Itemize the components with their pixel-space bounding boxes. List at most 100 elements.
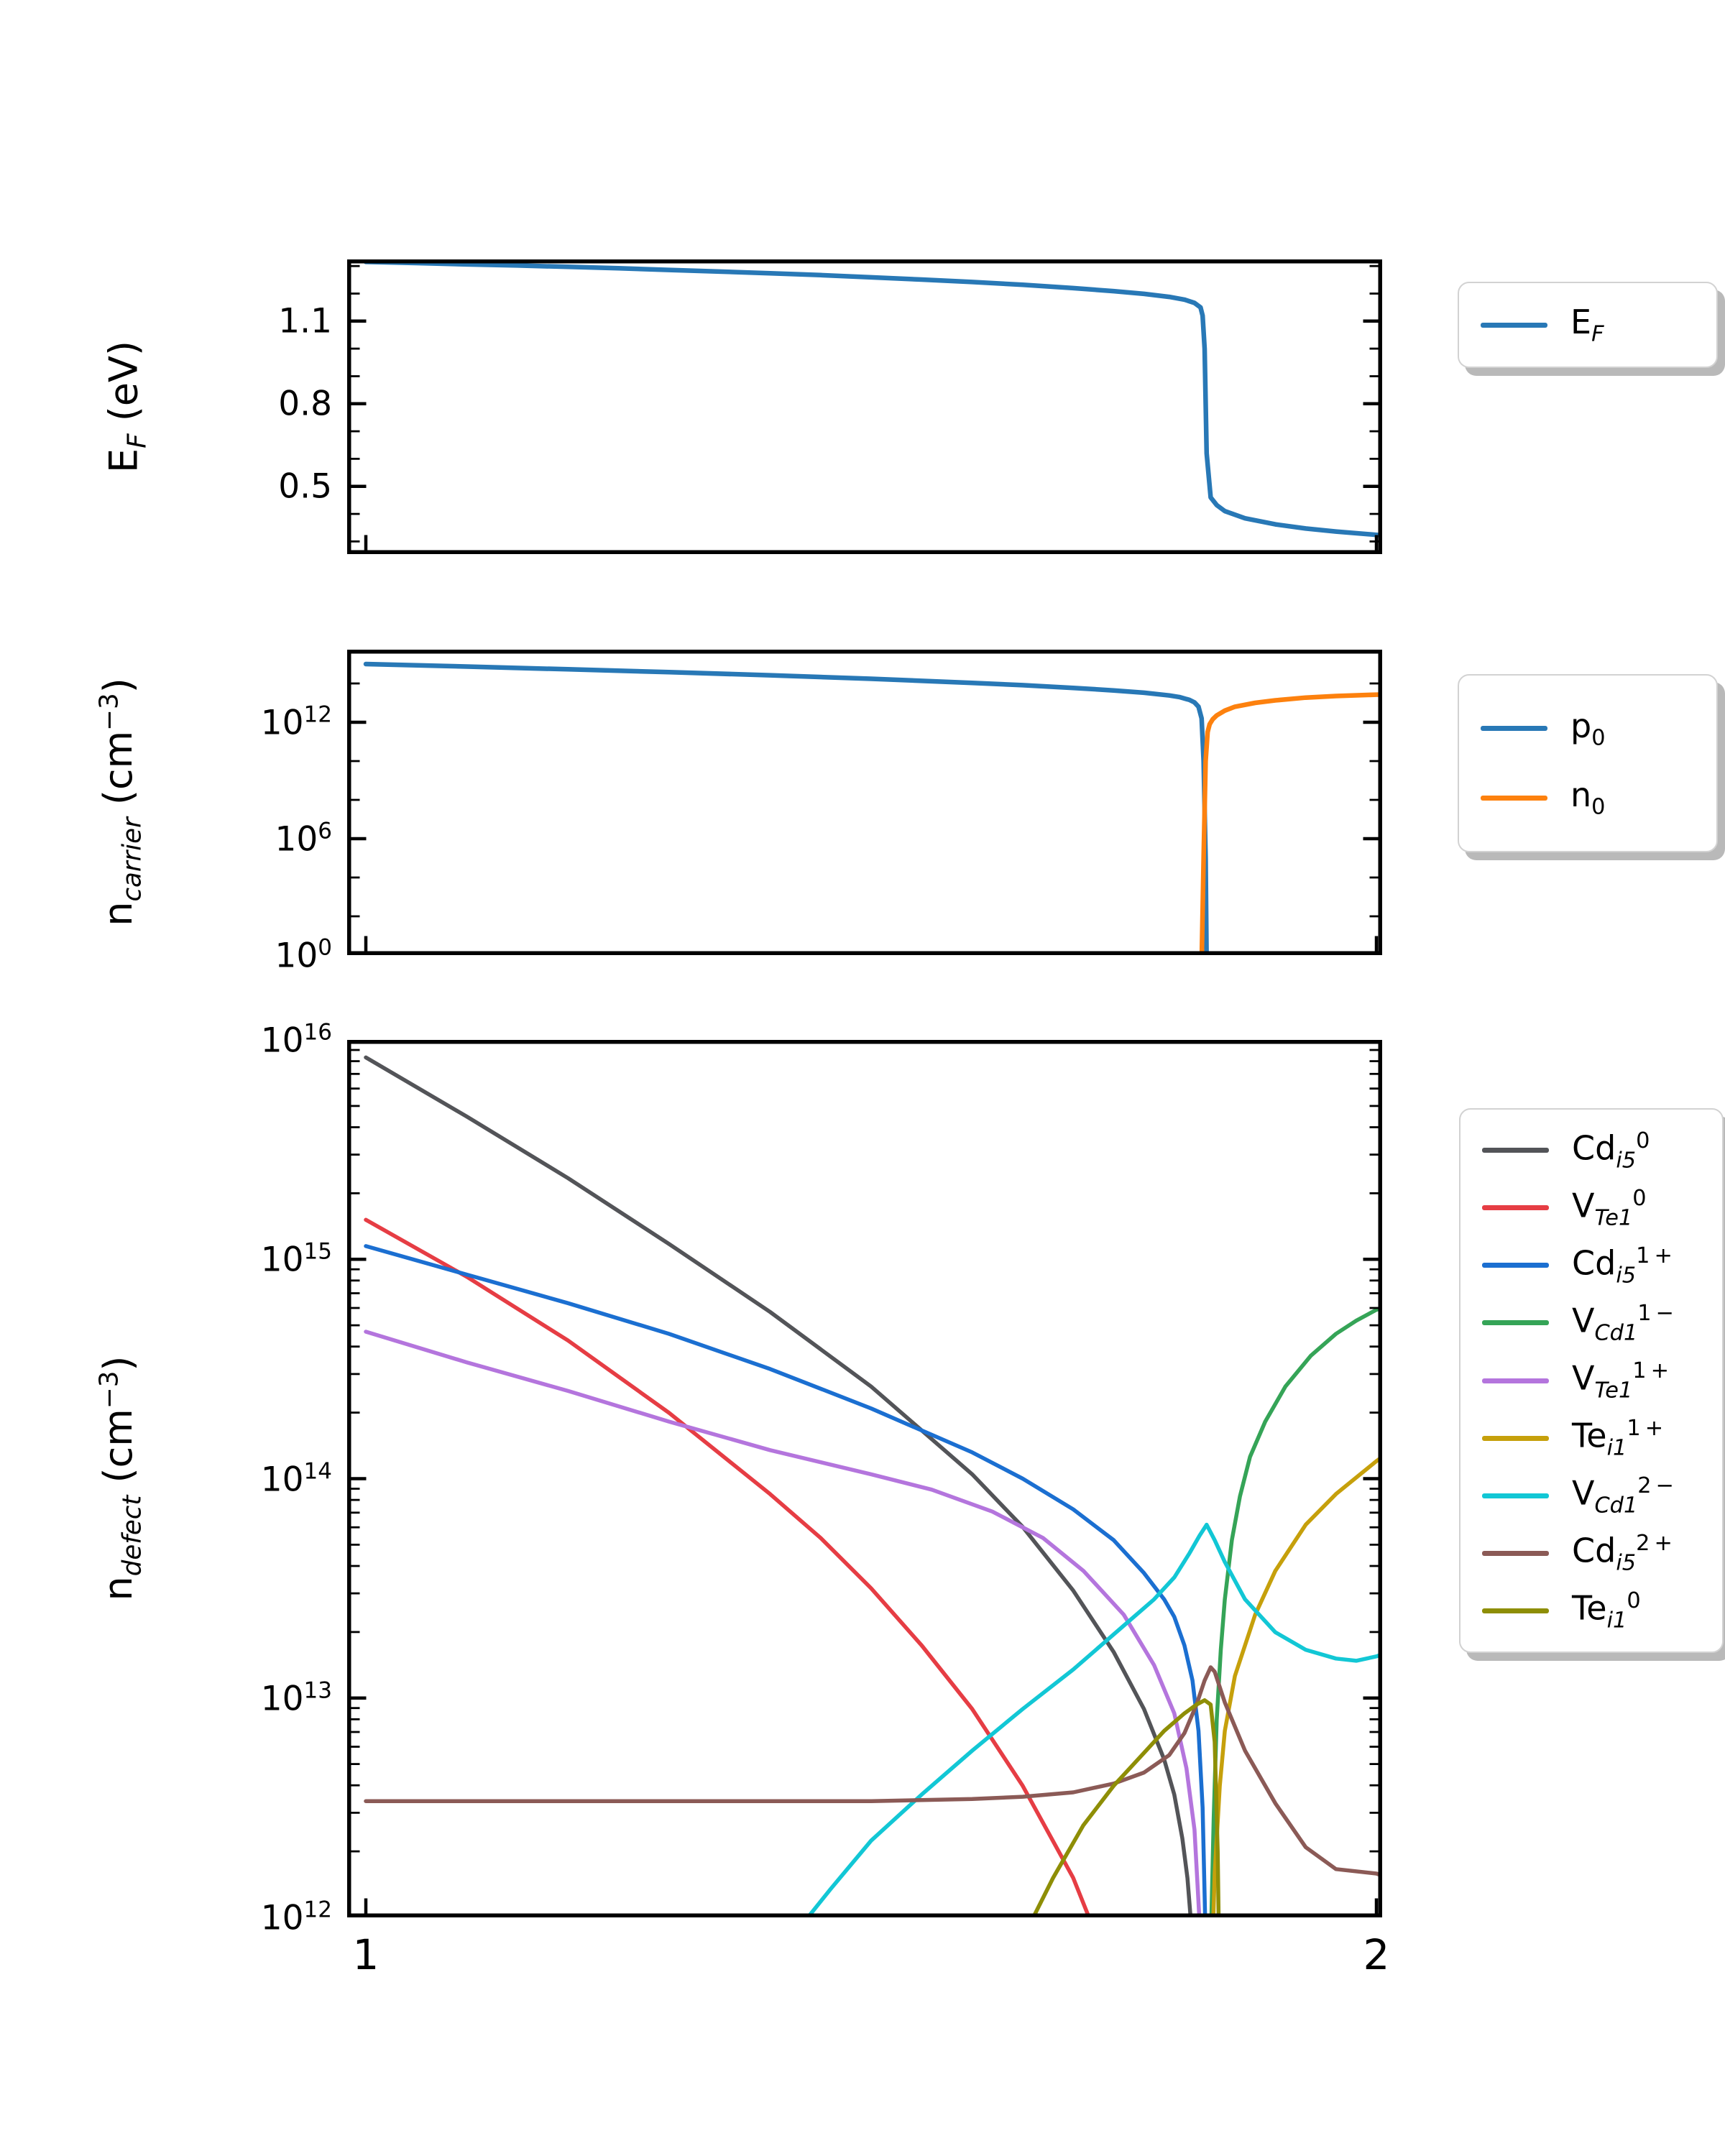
label-segment: 1 + [1632, 1358, 1670, 1383]
y-tick-label: 0.8 [278, 384, 332, 424]
series-Te_i1^0 [1031, 1698, 1221, 1915]
label-segment: F [122, 433, 152, 448]
series-Cd_i5^1+ [364, 1244, 1208, 1915]
label-segment: 14 [303, 1457, 332, 1484]
label-segment: V [1572, 1186, 1595, 1225]
label-segment: (cm [96, 1409, 142, 1496]
legend-label: Tei11 + [1572, 1416, 1663, 1460]
label-segment: (cm [96, 730, 142, 818]
y-tick-label: 1015 [261, 1239, 332, 1280]
legend-line-swatch [1482, 1263, 1549, 1268]
label-segment: V [1572, 1358, 1595, 1398]
legend-line-swatch [1482, 1550, 1549, 1556]
label-segment: Te1 [1594, 1378, 1633, 1404]
label-segment: 15 [303, 1238, 332, 1265]
legend-line-swatch [1482, 1435, 1549, 1441]
label-segment: 0 [1591, 725, 1606, 751]
fermi-legend: EF [1458, 282, 1718, 368]
defect-concentration-chart [347, 1040, 1382, 1917]
y-tick-label: 100 [275, 934, 332, 975]
label-segment: 10 [275, 819, 318, 860]
y-tick-label: 1012 [261, 1897, 332, 1938]
label-segment: 2 + [1636, 1530, 1673, 1556]
y-tick-label: 0.5 [278, 466, 332, 507]
label-segment: 16 [303, 1019, 332, 1046]
label-segment: V [1572, 1301, 1595, 1340]
label-segment: 1 − [1637, 1300, 1675, 1326]
label-segment: Te [1572, 1416, 1607, 1455]
label-segment: 2 − [1637, 1473, 1675, 1498]
label-segment: ) [96, 678, 142, 694]
x-tick-label: 2 [1363, 1930, 1390, 1979]
label-segment: 10 [260, 1679, 304, 1719]
legend-line-swatch [1481, 795, 1547, 801]
series-V_Cd1^2- [806, 1522, 1380, 1915]
label-segment: Te [1572, 1588, 1607, 1628]
y-tick-label: 1016 [261, 1019, 332, 1060]
legend-label: VTe11 + [1572, 1358, 1669, 1403]
label-segment: Te1 [1594, 1205, 1633, 1231]
series-V_Te1^0 [364, 1217, 1090, 1915]
legend-entry-V_Cd1^2-: VCd12 − [1460, 1473, 1722, 1518]
y-tick-label: 106 [275, 818, 332, 859]
defect-y-axis-label: ndefect (cm−3) [94, 1356, 147, 1601]
label-segment: 10 [260, 1240, 304, 1280]
label-segment: E [101, 448, 147, 474]
carrier-y-axis-label: ncarrier (cm−3) [94, 678, 147, 926]
legend-label: EF [1570, 303, 1604, 347]
label-segment: 0 [318, 934, 332, 961]
legend-label: VCd12 − [1572, 1473, 1674, 1518]
legend-entry-Te_i1^0: Tei10 [1460, 1588, 1722, 1633]
label-segment: carrier [117, 817, 147, 902]
label-segment: i1 [1606, 1435, 1627, 1461]
label-segment: i1 [1606, 1608, 1627, 1634]
label-segment: i5 [1616, 1550, 1637, 1576]
legend-line-swatch [1482, 1493, 1549, 1498]
label-segment: p [1570, 706, 1592, 745]
legend-label: n0 [1570, 775, 1605, 820]
legend-entry-V_Cd1^1-: VCd11 − [1460, 1301, 1722, 1345]
label-segment: E [1570, 303, 1592, 342]
label-segment: i5 [1616, 1148, 1637, 1174]
series-V_Cd1^1- [1209, 1306, 1380, 1915]
legend-entry-V_Te1^1+: VTe11 + [1460, 1358, 1722, 1403]
legend-label: VTe10 [1572, 1186, 1647, 1230]
label-segment: 10 [275, 936, 318, 976]
label-segment: 0 [1632, 1185, 1647, 1211]
legend-label: VCd11 − [1572, 1301, 1674, 1345]
series-Cd_i5^0 [364, 1055, 1192, 1915]
label-segment: F [1591, 321, 1604, 347]
legend-line-swatch [1482, 1205, 1549, 1211]
carrier-legend: p0 n0 [1458, 674, 1718, 852]
legend-label: Tei10 [1572, 1588, 1641, 1633]
y-tick-label: 1012 [261, 701, 332, 742]
label-segment: 12 [303, 1897, 332, 1923]
legend-line-swatch [1482, 1320, 1549, 1326]
label-segment: ) [96, 1355, 142, 1371]
series-E_F [363, 262, 1380, 538]
fermi-level-chart [347, 259, 1382, 554]
label-segment: 12 [303, 701, 332, 728]
label-segment: i5 [1616, 1263, 1637, 1289]
legend-line-swatch [1482, 1378, 1549, 1383]
label-segment: Cd1 [1594, 1320, 1638, 1346]
label-segment: 10 [260, 1021, 304, 1061]
legend-line-swatch [1482, 1608, 1549, 1613]
label-segment: 1 + [1636, 1243, 1673, 1268]
defect-legend: Cdi50 VTe10 Cdi51 + VCd11 − VTe11 + Tei11 + VC… [1459, 1108, 1724, 1653]
legend-label: Cdi50 [1572, 1128, 1650, 1173]
legend-entry-Cd_i5^0: Cdi50 [1460, 1128, 1722, 1173]
series-V_Te1^1+ [364, 1330, 1202, 1915]
label-segment: Cd [1572, 1128, 1616, 1168]
legend-line-swatch [1482, 1148, 1549, 1153]
legend-label: Cdi51 + [1572, 1243, 1673, 1288]
label-segment: 6 [318, 818, 332, 844]
label-segment: 10 [260, 703, 304, 743]
fermi-y-axis-label: EF (eV) [101, 341, 152, 473]
label-segment: 10 [260, 1898, 304, 1938]
label-segment: 10 [260, 1460, 304, 1500]
legend-entry-Cd_i5^2+: Cdi52 + [1460, 1531, 1722, 1575]
label-segment: 0 [1627, 1588, 1641, 1613]
label-segment: defect [117, 1495, 147, 1577]
